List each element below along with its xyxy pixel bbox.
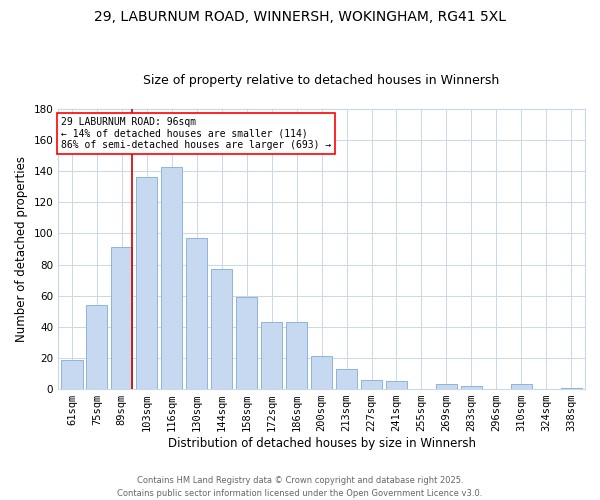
Bar [286, 322, 307, 389]
Bar [61, 360, 83, 389]
Bar [211, 270, 232, 389]
Text: 29 LABURNUM ROAD: 96sqm
← 14% of detached houses are smaller (114)
86% of semi-d: 29 LABURNUM ROAD: 96sqm ← 14% of detache… [61, 117, 331, 150]
Bar [136, 178, 157, 389]
Bar [511, 384, 532, 389]
Bar [186, 238, 208, 389]
Bar [311, 356, 332, 389]
Bar [361, 380, 382, 389]
Bar [236, 298, 257, 389]
Bar [461, 386, 482, 389]
Y-axis label: Number of detached properties: Number of detached properties [15, 156, 28, 342]
Bar [386, 382, 407, 389]
X-axis label: Distribution of detached houses by size in Winnersh: Distribution of detached houses by size … [167, 437, 476, 450]
Bar [336, 369, 357, 389]
Bar [86, 305, 107, 389]
Text: Contains HM Land Registry data © Crown copyright and database right 2025.
Contai: Contains HM Land Registry data © Crown c… [118, 476, 482, 498]
Bar [560, 388, 582, 389]
Bar [436, 384, 457, 389]
Bar [161, 166, 182, 389]
Title: Size of property relative to detached houses in Winnersh: Size of property relative to detached ho… [143, 74, 500, 87]
Text: 29, LABURNUM ROAD, WINNERSH, WOKINGHAM, RG41 5XL: 29, LABURNUM ROAD, WINNERSH, WOKINGHAM, … [94, 10, 506, 24]
Bar [111, 248, 133, 389]
Bar [261, 322, 282, 389]
